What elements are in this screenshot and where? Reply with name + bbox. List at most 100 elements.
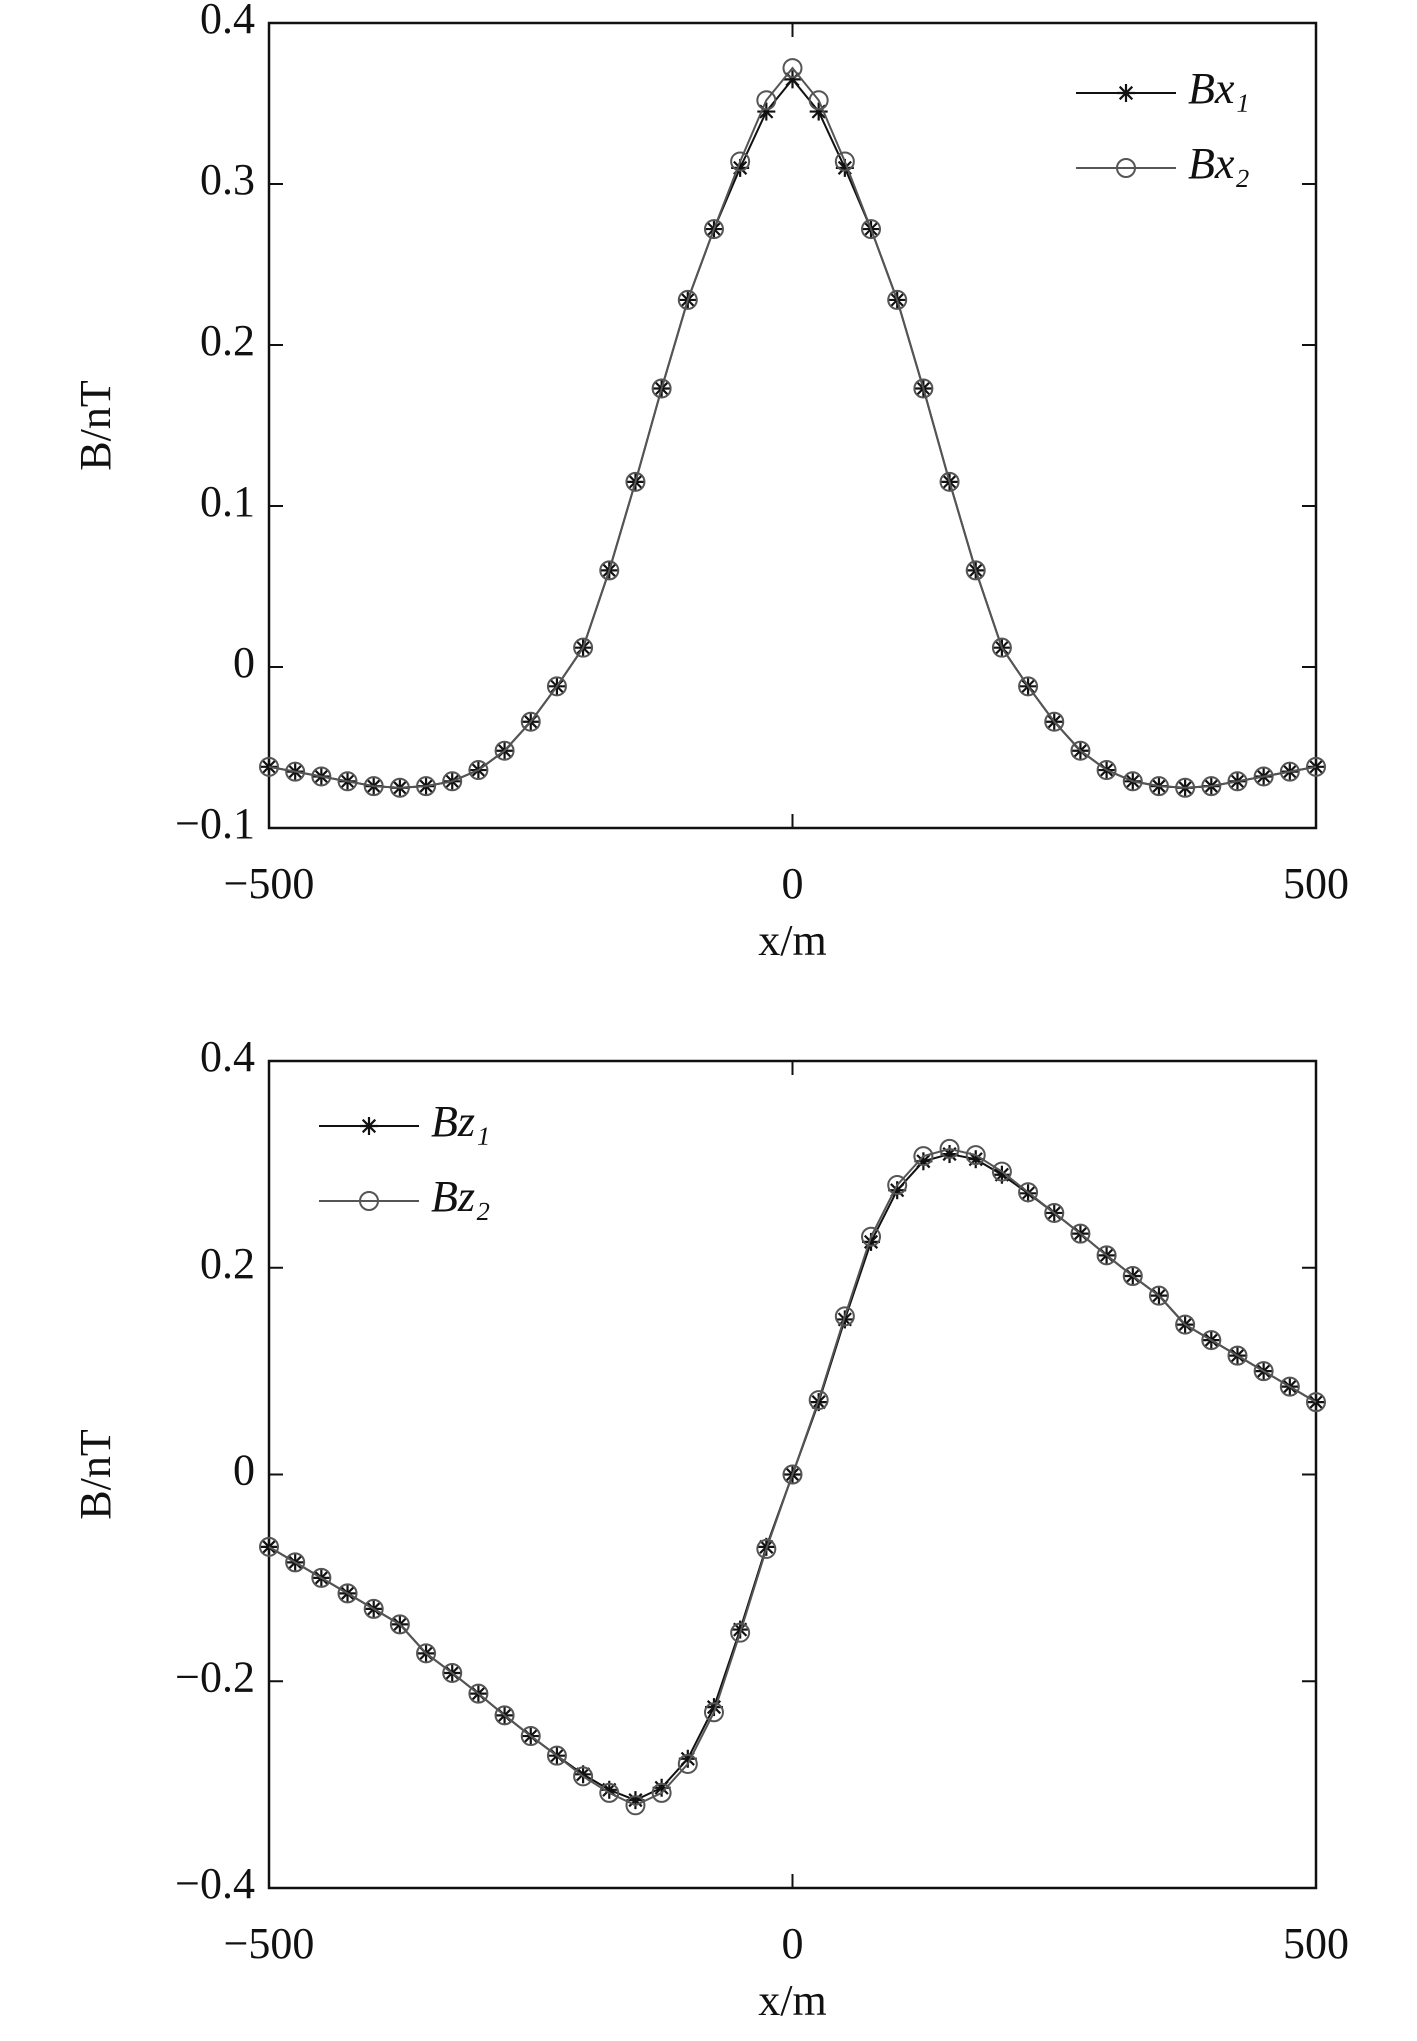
y-tick-label: 0.4 <box>200 1032 255 1081</box>
y-axis-label: B/nT <box>71 1429 120 1520</box>
marker <box>1175 777 1196 798</box>
marker-stroke <box>706 1700 722 1715</box>
marker <box>363 776 384 797</box>
series-line <box>268 66 1317 789</box>
marker <box>1018 676 1039 697</box>
marker <box>652 1778 671 1797</box>
marker <box>573 1766 594 1787</box>
marker <box>1253 766 1274 787</box>
marker <box>651 1782 672 1803</box>
marker <box>1070 1223 1091 1244</box>
marker <box>1227 1345 1248 1366</box>
marker <box>861 219 882 240</box>
marker <box>285 1552 306 1573</box>
marker <box>677 289 698 310</box>
marker-stroke <box>863 1234 879 1249</box>
marker <box>468 1683 489 1704</box>
x-axis-label: x/m <box>758 916 826 965</box>
marker <box>782 1464 803 1485</box>
marker <box>416 776 437 797</box>
marker <box>625 1795 646 1816</box>
marker <box>1044 711 1065 732</box>
marker <box>1122 1266 1143 1287</box>
marker-stroke <box>361 1118 377 1134</box>
marker <box>808 90 829 111</box>
marker <box>1096 760 1117 781</box>
marker <box>599 560 620 581</box>
marker <box>520 1726 541 1747</box>
marker <box>965 560 986 581</box>
marker <box>359 1191 379 1211</box>
y-tick-label: −0.2 <box>175 1652 255 1701</box>
y-tick-label: 0.2 <box>200 316 255 365</box>
series-line <box>268 77 1317 789</box>
marker <box>677 1753 698 1774</box>
marker <box>782 58 803 79</box>
marker <box>704 1698 723 1717</box>
marker <box>808 1390 829 1411</box>
marker <box>861 1226 882 1247</box>
marker <box>1306 756 1326 777</box>
marker-stroke <box>1118 85 1134 101</box>
marker <box>360 1117 378 1135</box>
marker-stroke <box>654 1780 669 1795</box>
legend-label: Bz₁ <box>431 1097 490 1146</box>
marker <box>991 637 1012 658</box>
marker-stroke <box>916 1154 931 1169</box>
marker-stroke <box>837 160 852 175</box>
marker <box>1018 1182 1039 1203</box>
y-tick-label: 0 <box>233 638 255 687</box>
marker <box>834 1306 855 1327</box>
marker <box>573 637 594 658</box>
marker <box>703 219 724 240</box>
marker <box>337 771 358 792</box>
marker <box>913 378 934 399</box>
marker <box>1096 1245 1117 1266</box>
marker <box>1148 776 1169 797</box>
marker-stroke <box>576 1767 591 1782</box>
marker <box>1044 1202 1065 1223</box>
marker <box>939 1138 960 1159</box>
marker <box>468 760 489 781</box>
marker <box>887 1175 908 1196</box>
marker <box>389 1614 410 1635</box>
x-tick-label: 0 <box>782 1919 804 1968</box>
y-tick-label: 0.4 <box>200 0 255 43</box>
marker <box>939 471 960 492</box>
marker <box>756 90 777 111</box>
marker <box>913 1146 934 1167</box>
marker <box>494 1705 515 1726</box>
y-tick-label: −0.4 <box>175 1859 255 1908</box>
marker <box>1306 1392 1326 1413</box>
marker <box>1148 1285 1169 1306</box>
marker <box>1279 761 1300 782</box>
marker <box>416 1643 437 1664</box>
marker <box>442 1662 463 1683</box>
marker <box>311 766 332 787</box>
marker <box>311 1567 332 1588</box>
marker <box>546 676 567 697</box>
marker <box>546 1745 567 1766</box>
y-tick-label: −0.1 <box>175 799 255 848</box>
marker <box>1117 84 1135 102</box>
marker <box>1279 1376 1300 1397</box>
x-tick-label: 0 <box>782 859 804 908</box>
x-tick-label: −500 <box>224 1919 315 1968</box>
marker <box>1201 776 1222 797</box>
marker <box>259 756 279 777</box>
y-axis-label: B/nT <box>71 380 120 471</box>
y-tick-label: 0.2 <box>200 1239 255 1288</box>
marker <box>965 1145 986 1166</box>
marker <box>1227 771 1248 792</box>
y-tick-label: 0.3 <box>200 155 255 204</box>
legend-label: Bx₂ <box>1188 139 1250 188</box>
series-line <box>268 1147 1317 1807</box>
y-tick-label: 0 <box>233 1446 255 1495</box>
marker <box>703 1702 724 1723</box>
marker <box>1175 1314 1196 1335</box>
x-tick-label: 500 <box>1283 859 1349 908</box>
marker <box>337 1583 358 1604</box>
marker <box>834 151 855 172</box>
marker <box>625 471 646 492</box>
